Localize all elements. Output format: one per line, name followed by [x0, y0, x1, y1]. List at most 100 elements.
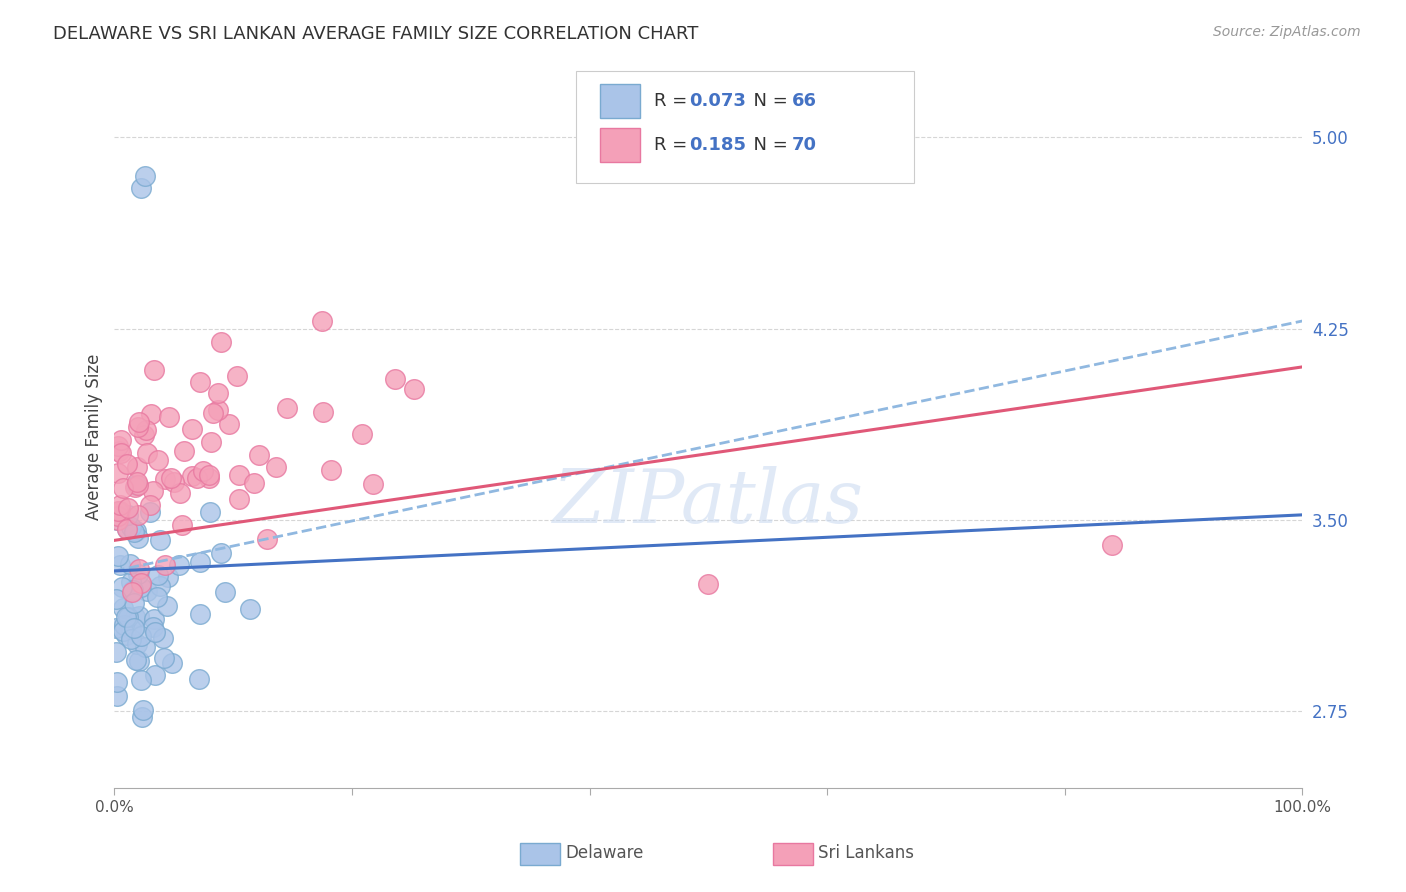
Point — [1101, 538, 1123, 552]
Point — [228, 492, 250, 507]
Point — [131, 575, 153, 590]
Text: N =: N = — [742, 92, 794, 110]
Point — [105, 674, 128, 689]
Point — [127, 508, 149, 523]
Point — [129, 629, 152, 643]
Point — [228, 468, 250, 483]
Point — [180, 422, 202, 436]
Point — [115, 523, 138, 537]
Text: R =: R = — [654, 136, 693, 154]
Point — [143, 624, 166, 639]
Point — [134, 169, 156, 183]
Point — [188, 375, 211, 389]
Text: Source: ZipAtlas.com: Source: ZipAtlas.com — [1213, 25, 1361, 39]
Point — [188, 607, 211, 621]
Point — [125, 653, 148, 667]
Point — [214, 584, 236, 599]
Point — [209, 546, 232, 560]
Point — [142, 484, 165, 499]
Point — [159, 471, 181, 485]
Point — [110, 433, 132, 447]
Point — [239, 601, 262, 615]
Point — [169, 486, 191, 500]
Point — [124, 480, 146, 494]
Point — [198, 467, 221, 482]
Point — [117, 501, 139, 516]
Point — [697, 576, 720, 591]
Point — [264, 460, 287, 475]
Point — [128, 562, 150, 576]
Point — [107, 513, 129, 527]
Point — [105, 513, 128, 527]
Point — [136, 583, 159, 598]
Point — [350, 427, 373, 442]
Text: DELAWARE VS SRI LANKAN AVERAGE FAMILY SIZE CORRELATION CHART: DELAWARE VS SRI LANKAN AVERAGE FAMILY SI… — [53, 25, 699, 43]
Text: 0.185: 0.185 — [689, 136, 747, 154]
Point — [167, 558, 190, 572]
Point — [134, 640, 156, 655]
Point — [157, 569, 180, 583]
Point — [111, 624, 134, 638]
Point — [112, 481, 135, 495]
Text: ZIPatlas: ZIPatlas — [553, 466, 863, 539]
Text: Sri Lankans: Sri Lankans — [818, 844, 914, 862]
Point — [110, 498, 132, 512]
Point — [125, 524, 148, 538]
Point — [173, 443, 195, 458]
Point — [135, 424, 157, 438]
Point — [128, 609, 150, 624]
Point — [117, 457, 139, 471]
Point — [402, 382, 425, 396]
Point — [143, 667, 166, 681]
Point — [319, 463, 342, 477]
Point — [141, 408, 163, 422]
Point — [129, 673, 152, 687]
Point — [155, 558, 177, 573]
Point — [132, 703, 155, 717]
Point — [107, 504, 129, 518]
Point — [188, 555, 211, 569]
Point — [125, 477, 148, 491]
Point — [121, 584, 143, 599]
Point — [122, 524, 145, 539]
Point — [104, 591, 127, 606]
Point — [209, 335, 232, 350]
Text: Delaware: Delaware — [565, 844, 644, 862]
Point — [143, 362, 166, 376]
Point — [242, 475, 264, 490]
Point — [153, 650, 176, 665]
Point — [311, 314, 333, 328]
Point — [108, 443, 131, 458]
Point — [128, 654, 150, 668]
Point — [162, 475, 184, 490]
Text: 66: 66 — [792, 92, 817, 110]
Text: 70: 70 — [792, 136, 817, 154]
Point — [118, 557, 141, 571]
Point — [198, 471, 221, 485]
Point — [125, 637, 148, 651]
Point — [120, 632, 142, 646]
Point — [127, 531, 149, 545]
Point — [120, 574, 142, 589]
Point — [108, 558, 131, 572]
Point — [132, 428, 155, 442]
Point — [107, 467, 129, 481]
Point — [152, 631, 174, 645]
Point — [149, 578, 172, 592]
Point — [125, 475, 148, 490]
Point — [202, 406, 225, 420]
Point — [136, 446, 159, 460]
Point — [111, 601, 134, 615]
Point — [117, 508, 139, 523]
Point — [363, 477, 385, 491]
Point — [181, 469, 204, 483]
Point — [157, 409, 180, 424]
Point — [139, 505, 162, 519]
Point — [122, 621, 145, 635]
Point — [146, 452, 169, 467]
Point — [105, 689, 128, 703]
Point — [129, 181, 152, 195]
Point — [207, 385, 229, 400]
Point — [120, 519, 142, 533]
Point — [155, 599, 177, 613]
